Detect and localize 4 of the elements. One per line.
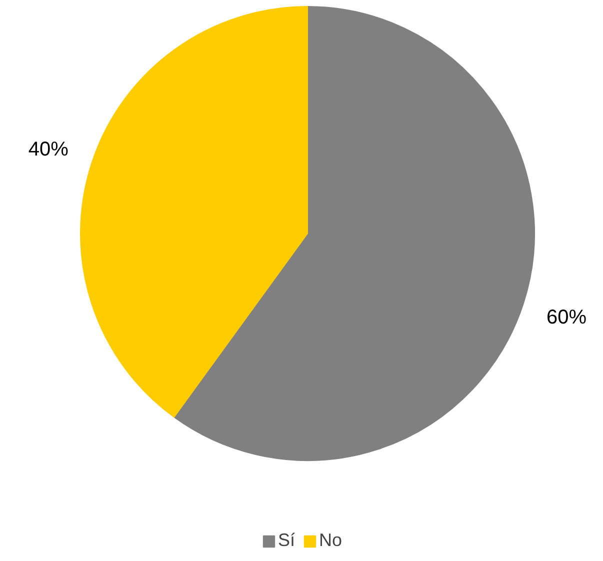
data-label: 40% xyxy=(28,138,69,160)
legend-label: Sí xyxy=(278,530,296,551)
legend-label: No xyxy=(318,530,342,551)
data-label: 60% xyxy=(546,306,587,329)
